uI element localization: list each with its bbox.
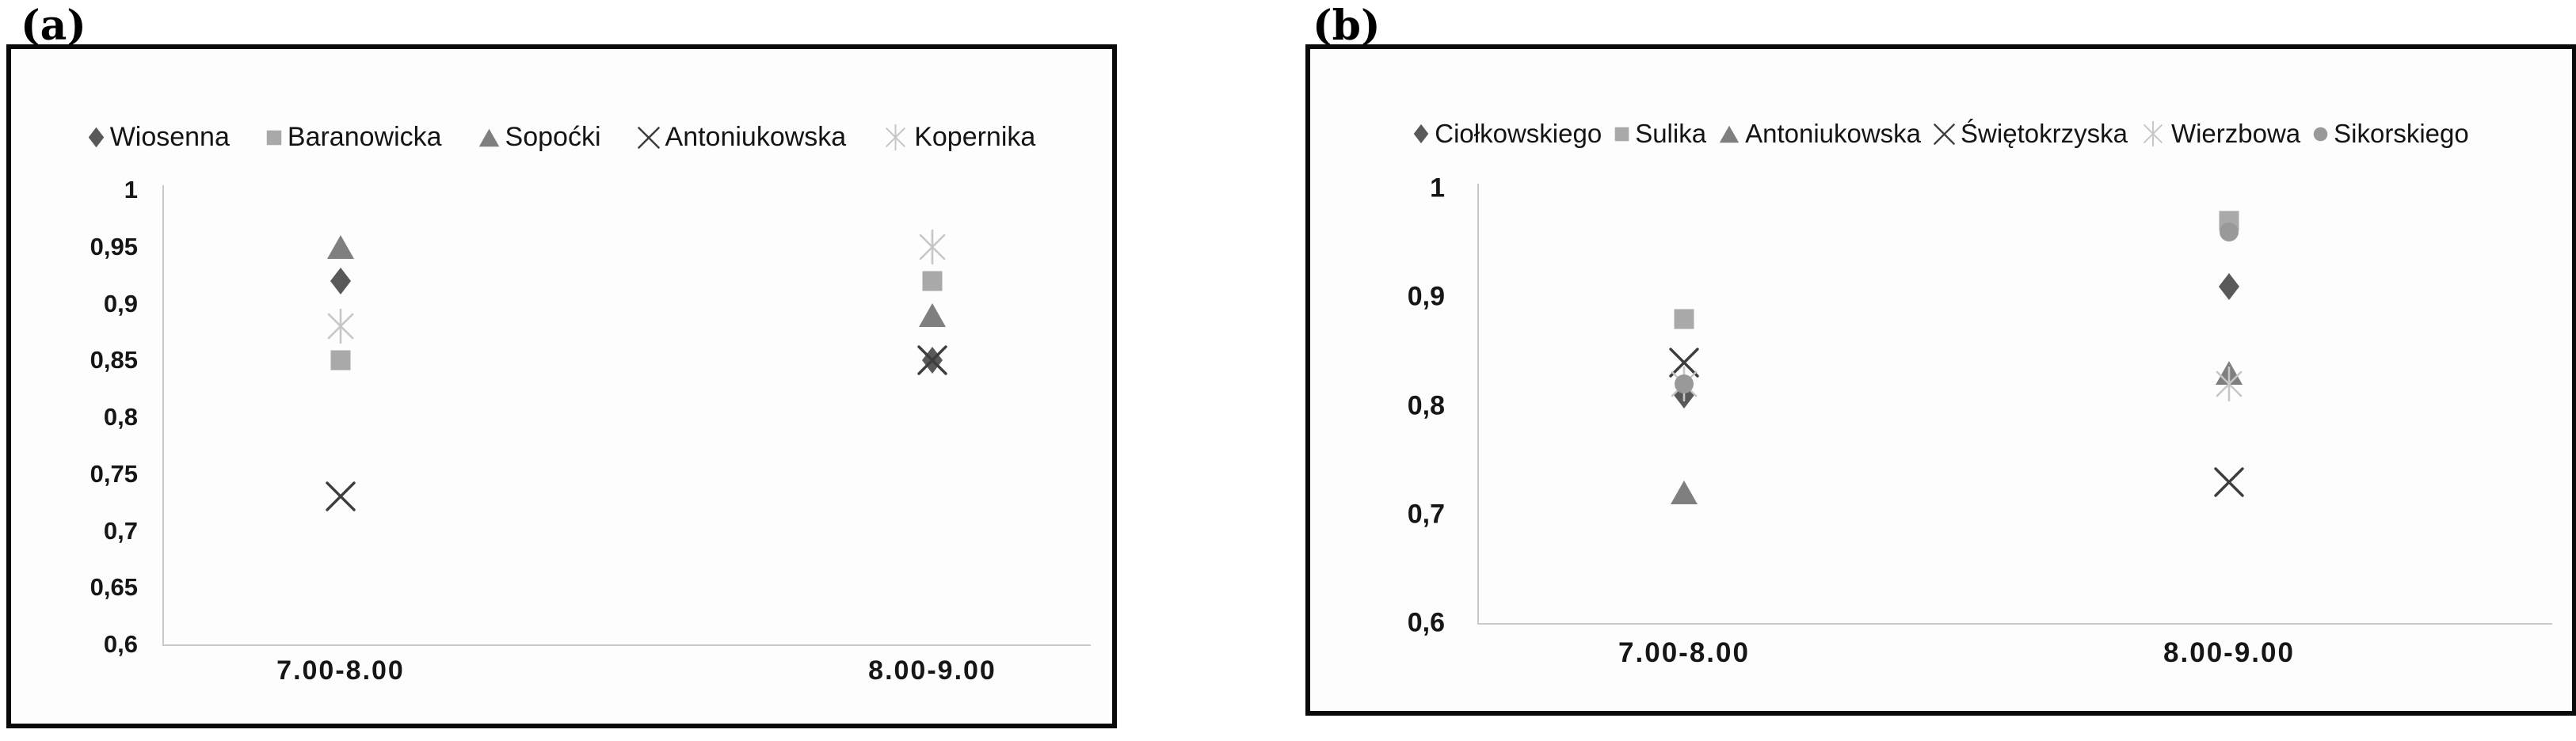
y-tick-label: 0,9	[103, 289, 138, 317]
legend-item-sikorskiego: Sikorskiego	[2313, 119, 2469, 149]
data-point-asterisk-kopernika	[915, 229, 950, 265]
chart-panel-a: Wiosenna Baranowicka Sopoćki Antoniukowska K…	[6, 44, 1117, 728]
y-tick-label: 0,7	[103, 516, 138, 545]
y-tick-label: 0,7	[1407, 499, 1445, 530]
y-tick-label: 0,6	[103, 630, 138, 658]
legend-label: Świętokrzyska	[1961, 119, 2128, 148]
data-point-circle-sikorskiego	[1674, 374, 1694, 394]
y-tick-label: 1	[124, 176, 138, 203]
legend-item-świętokrzyska: Świętokrzyska	[1934, 119, 2128, 149]
y-tick-label: 0,8	[103, 403, 138, 431]
triangle-icon	[1719, 125, 1740, 143]
panel-label-b: (b)	[1313, 2, 1381, 50]
x-category-label: 8.00-9.00	[2163, 637, 2295, 668]
y-tick-label: 0,8	[1407, 390, 1445, 420]
data-point-triangle-antoniukowska	[1670, 480, 1698, 505]
triangle-icon	[478, 128, 500, 147]
data-point-square-baranowicka	[330, 350, 352, 371]
y-tick-label: 1	[1430, 173, 1445, 203]
legend-label: Sopoćki	[505, 122, 601, 152]
data-point-asterisk-wierzbowa	[2212, 366, 2246, 402]
data-point-x-antoniukowska	[326, 481, 356, 512]
x-category-label: 8.00-9.00	[868, 656, 996, 686]
y-tick-label: 0,85	[90, 346, 138, 374]
data-point-x-antoniukowska	[917, 345, 947, 375]
legend: Wiosenna Baranowicka Sopoćki Antoniukowska K…	[11, 122, 1112, 153]
x-category-label: 7.00-8.00	[1618, 637, 1750, 668]
legend-label: Ciołkowskiego	[1435, 119, 1602, 148]
legend-item-kopernika: Kopernika	[882, 122, 1035, 153]
data-point-x-świętokrzyska	[1669, 347, 1699, 378]
legend: Ciołkowskiego Sulika Antoniukowska Świętokr…	[1310, 119, 2572, 149]
data-point-circle-sikorskiego	[2219, 222, 2239, 242]
circle-icon	[2313, 127, 2328, 142]
y-tick-label: 0,65	[90, 573, 138, 602]
legend-label: Baranowicka	[287, 122, 442, 152]
legend-item-ciołkowskiego: Ciołkowskiego	[1413, 119, 1602, 149]
x-axis-line	[1477, 623, 2552, 625]
legend-item-wiosenna: Wiosenna	[88, 122, 230, 153]
y-tick-label: 0,95	[90, 232, 138, 260]
diamond-icon	[1413, 124, 1429, 144]
data-point-diamond-ciołkowskiego	[2218, 272, 2240, 301]
y-tick-label: 0,75	[90, 459, 138, 488]
legend-label: Antoniukowska	[1745, 119, 1922, 148]
legend-item-sopoćki: Sopoćki	[478, 122, 601, 153]
legend-item-wierzbowa: Wierzbowa	[2140, 119, 2300, 149]
legend-label: Sikorskiego	[2334, 119, 2469, 148]
y-tick-label: 0,6	[1407, 607, 1445, 638]
data-point-square-baranowicka	[922, 270, 943, 291]
legend-label: Antoniukowska	[665, 122, 847, 152]
y-tick-label: 0,9	[1407, 281, 1445, 312]
asterisk-icon	[2140, 120, 2166, 147]
x-category-label: 7.00-8.00	[276, 656, 405, 686]
legend-item-baranowicka: Baranowicka	[266, 122, 442, 153]
y-axis-line	[162, 185, 164, 646]
diamond-icon	[88, 127, 105, 148]
x-icon	[1934, 123, 1955, 145]
data-point-triangle-sopoćki	[326, 234, 355, 260]
data-point-diamond-wiosenna	[330, 267, 352, 295]
asterisk-icon	[882, 124, 909, 151]
chart-panel-b: Ciołkowskiego Sulika Antoniukowska Świętokr…	[1305, 44, 2576, 716]
data-point-asterisk-kopernika	[323, 308, 358, 344]
x-icon	[637, 126, 660, 149]
data-point-triangle-sopoćki	[918, 302, 947, 328]
square-icon	[266, 130, 282, 146]
panel-label-a: (a)	[21, 2, 86, 50]
data-point-x-świętokrzyska	[2214, 466, 2244, 497]
legend-label: Wiosenna	[109, 122, 230, 152]
legend-item-sulika: Sulika	[1614, 119, 1706, 149]
x-axis-line	[162, 644, 1091, 646]
y-axis-line	[1477, 184, 1479, 625]
data-point-square-sulika	[1674, 308, 1695, 329]
square-icon	[1614, 127, 1629, 142]
legend-item-antoniukowska: Antoniukowska	[1719, 119, 1921, 149]
legend-label: Sulika	[1635, 119, 1707, 148]
legend-item-antoniukowska: Antoniukowska	[637, 122, 847, 153]
legend-label: Kopernika	[914, 122, 1036, 152]
legend-label: Wierzbowa	[2170, 119, 2301, 148]
